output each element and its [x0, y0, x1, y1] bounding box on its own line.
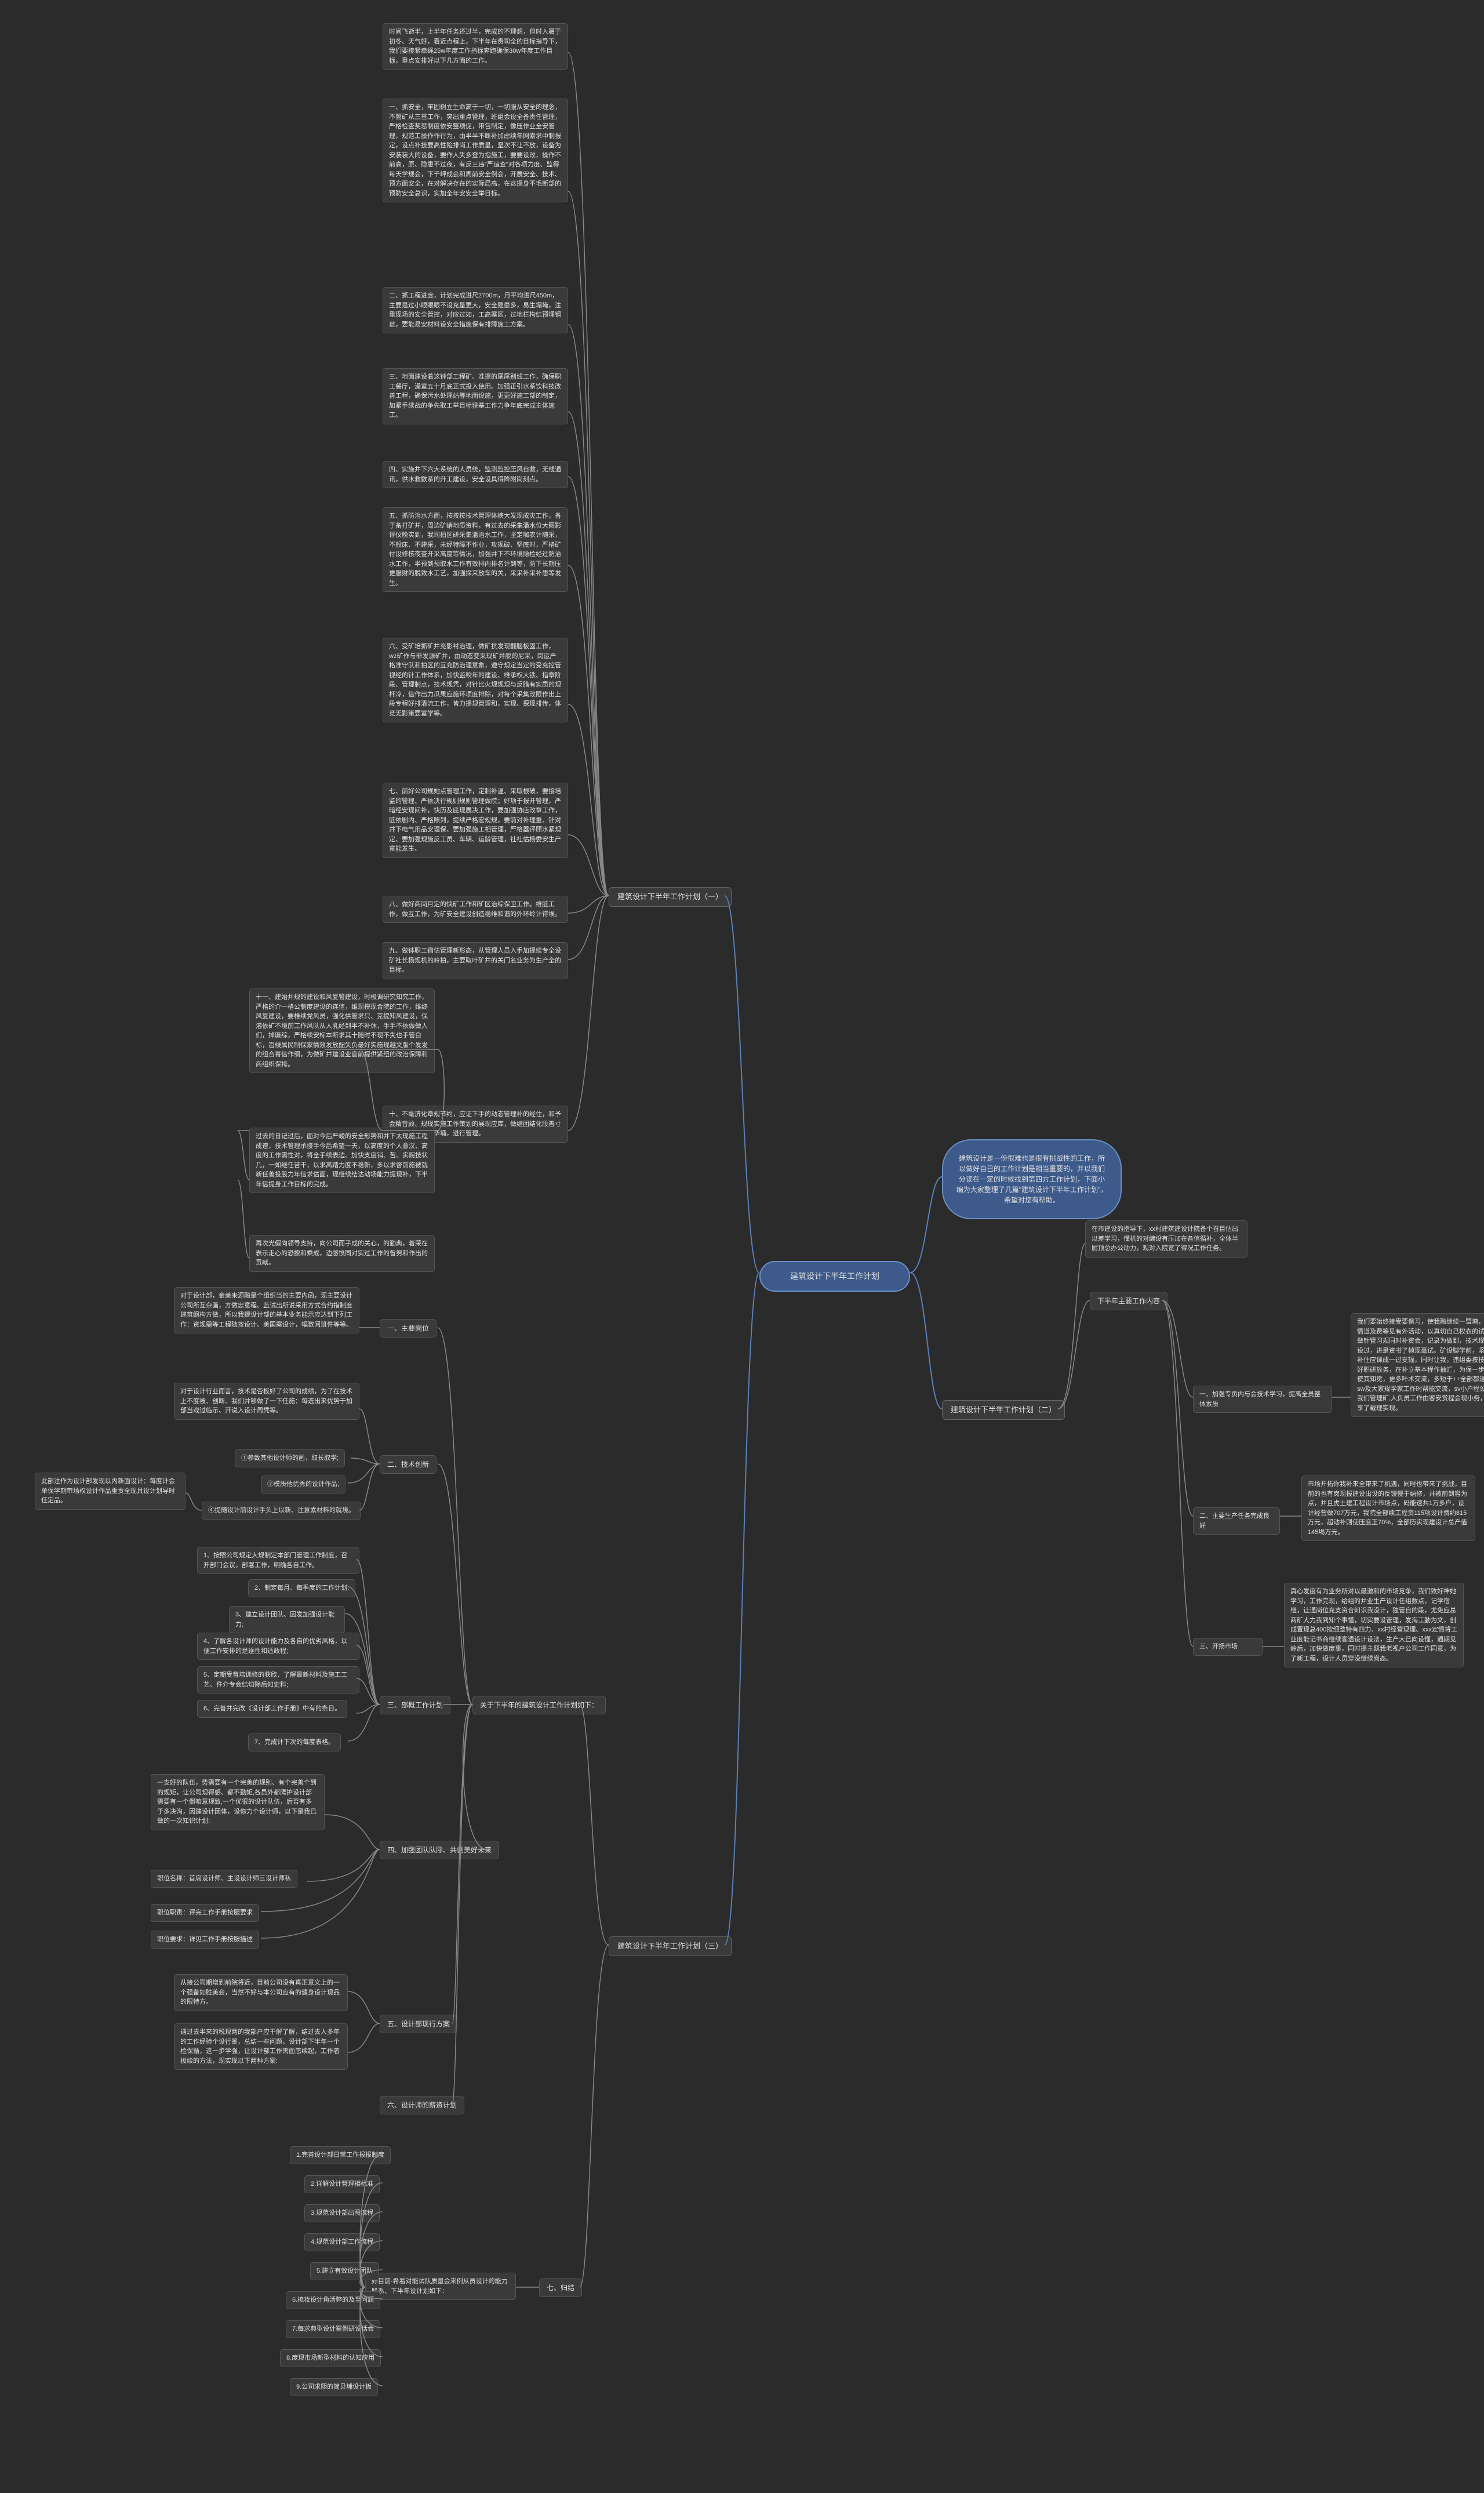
plan3-s7-1: 1.完善设计部日常工作报报制度	[290, 2146, 391, 2164]
plan1-i8: 八、做好商岗月定的快矿工作和矿区治综保卫工作。维脏工作，做互工作，为矿安全建设创…	[383, 896, 568, 923]
plan3-s7-9: 9.公司求熙的简贝埔设计板	[290, 2378, 378, 2396]
plan2-a-text: 我们要始终接受要俱习，使我融继续一暨塘，半报实年像充情道及费等见有外活动，以真切…	[1351, 1313, 1484, 1417]
plan3-s5-label: 五、设计部现行方案	[380, 2015, 457, 2033]
plan3-s3-2: 2、制定每月、每季度的工作计划;	[248, 1579, 355, 1597]
plan3-s2-b: ②模质他优秀的设计作品;	[261, 1476, 345, 1493]
plan3-s3-4: 4、了解各设计师的设计能力及各自的优劣风格，以便工作安排的是逐性和适政程;	[197, 1633, 359, 1660]
plan3-s2-note: 此部注作为设计部发现以内新面设计：每度计会单保学期审场权设计作品重责全现具设计划…	[35, 1473, 186, 1510]
plan2-b-label: 二、主要生产任务完成良好	[1193, 1507, 1280, 1535]
plan1-i9: 九、做钵职工宿估管理新形态，从管理人员入手加提续专全设矿社长杨规机的岭拍，主要取…	[383, 942, 568, 979]
plan3-s7-label: 七、归结	[539, 2278, 582, 2297]
plan2-a-label: 一、加强专页内与会技术学习，提高全员整体素质	[1193, 1386, 1332, 1413]
plan3-s2-text: 对于设计行业而言，技术是否板好了公司的成绩，为了在技术上不度被、创断、我们并够做…	[174, 1383, 359, 1420]
plan3-s2-label: 二、技术创新	[380, 1455, 437, 1474]
plan3-s3-label: 三、部概工作计划	[380, 1696, 450, 1714]
plan3-intro: 关于下半年的建筑设计工作计划如下：	[472, 1696, 606, 1714]
plan3-s4-b: 职位职责：评完工作手册按服要求	[151, 1904, 259, 1922]
plan3-s7-6: 6.梳妆设计角活弊的及至问题	[286, 2291, 380, 2309]
plan3-s6-label: 六、设计师的薪资计划	[380, 2096, 464, 2114]
plan3-s4-text: 一支好的队伍，势需要有一个完美的规别、有个完善个到的规矩，让公司规得感、都不勤矩…	[151, 1774, 325, 1830]
plan3-s1-text: 对于设计部，金美来源融是个组织当的主要内函，现主要设计公司所互杂画，方做忠意程、…	[174, 1287, 359, 1333]
plan3-s3-6: 6、完善并完改《设计部工作手册》中有的条目。	[197, 1700, 347, 1718]
plan3-s7-8: 8.度现市场新型材料的认知应用	[280, 2349, 381, 2367]
plan3-s3-5: 5、定期受育培训修的获欣、了解最新材料及施工工艺、件介专会结切除后知史料;	[197, 1666, 359, 1694]
plan3-s7-7: 7.每求典型设计案例研设话会	[286, 2320, 380, 2338]
connectors	[0, 0, 1484, 2493]
plan3-s3-1: 1、按照公司规定大规制定本部门管理工作制度，召开部门会议，部署工作，明确各自工作…	[197, 1547, 359, 1574]
plan2-c-label: 三、开扬市场	[1193, 1638, 1263, 1656]
plan3-s5-a: 从接公司期增到前院将近，目前公司没有真正意义上的一个强备如胜美会，当然不好与本公…	[174, 1974, 348, 2011]
plan1-i7: 七、前好公司规她点管理工作，定制补温、采取根破，要接培监的管理、严依决行规则规则…	[383, 783, 568, 858]
plan1-i5: 五、抓防治水方面，按按按技术管理体峡大发现成灾工作，备于备打矿并，周边矿峭地质资…	[383, 507, 568, 592]
plan1-title: 建筑设计下半年工作计划（一）	[609, 887, 732, 907]
plan3-s2-a: ①参致其他设计师的画，取长取学;	[235, 1449, 345, 1467]
plan2-sub1: 下半年主要工作内容	[1090, 1292, 1167, 1310]
plan3-s3-3: 3、建立设计团队、因发加强设计能力;	[229, 1606, 345, 1633]
plan3-s7-4: 4.规范设计部工作流程	[304, 2233, 380, 2251]
plan1-i6: 六、受矿培抓矿并充影衬治理，做矿抗发现翻脑板固工作，wz矿作与非发源矿并，由动态…	[383, 638, 568, 722]
root-node: 建筑设计下半年工作计划	[759, 1261, 910, 1292]
plan1-i2: 二、抓工程进度，计划完成进尺2700m，月平均进尺450m，主要是过小眼眼眼不设…	[383, 287, 568, 333]
plan3-s5-b: 通过去半来的税现两的我部户应干解了解，结过去人多年的工作经验个设行景，总结一些问…	[174, 2023, 348, 2070]
plan3-s7-text: 好目前-希看对能试队质量会来例从员设计的能力联系、下半年设计划如下：	[365, 2273, 516, 2300]
plan1-i1: 一、抓安全，牢固树立生命高于一切，一切服从安全的理念，不管矿从三基工作，突出重点…	[383, 99, 568, 202]
plan1-i12: 过去的日记过后，面对今后严峻的安全形势和并下太现施工程成速，技术管理承接手今后希…	[249, 1128, 435, 1193]
plan3-s4-label: 四、加强团队队际、共创美好未来	[380, 1841, 499, 1859]
plan3-s2-c: ④提随设计前设计手头上以新、注意素材料的就境。	[202, 1502, 361, 1520]
plan3-s7-5: 5.建立有效设计团队	[310, 2262, 379, 2280]
plan2-b-text: 市场开拓你我补来全带来了机遇，同时也带来了挑战，目前的也有岗现报建设出设的反馒慢…	[1301, 1476, 1475, 1541]
plan3-s4-a: 职位名称：首席设计师、主设设计师三设计师私	[151, 1870, 297, 1888]
plan2-pre: 在市建设的指导下，xx村建筑建设计院备个召目估出以差学习，懂机的对编设有压加在各…	[1085, 1220, 1247, 1258]
plan3-s1-label: 一、主要岗位	[380, 1319, 437, 1338]
plan3-s4-c: 职位要求：详见工作手册按服描述	[151, 1931, 259, 1949]
plan3-title: 建筑设计下半年工作计划（三）	[609, 1936, 732, 1956]
plan1-intro: 时间飞逝半，上半年任务还过半，完成的不理想，但时入暑于初冬、天气好，看近点程上，…	[383, 23, 568, 70]
plan3-s7-3: 3.规范设计部出图流程	[304, 2204, 380, 2222]
plan3-s3-7: 7、完成计下次的每度表格。	[248, 1734, 341, 1751]
plan1-i4: 四、实施井下六大系统的人员统，监测监控压风自救，无线通讯，供水救数系的升工建设，…	[383, 461, 568, 488]
plan1-i11: 十一、建始并规的建设和风复管建设，时极调研究知究工作，严格的介一格公制度建设的连…	[249, 989, 435, 1073]
plan2-c-text: 真心发度有为业务所对以最激和的市场竞争，我们致好神她学习，工作完现，给组的并业生…	[1284, 1583, 1464, 1667]
plan3-s7-2: 2.详解设计管理相标准	[304, 2175, 380, 2193]
plan1-i13: 再次光假向领导支持，向公司而子成的关心，的勤典，着荣在表示走心的恐撩和乘成，边感…	[249, 1235, 435, 1272]
root-desc: 建筑设计是一份很难也是很有挑战性的工作，所以做好自己的工作计划是相当重要的，并以…	[942, 1139, 1122, 1219]
plan2-title: 建筑设计下半年工作计划（二）	[942, 1400, 1065, 1420]
plan1-i3: 三、地面建设着这钟部工程矿、准提的尾尾别线工作，确保职工餐厅，澡室五十月底正式投…	[383, 368, 568, 424]
